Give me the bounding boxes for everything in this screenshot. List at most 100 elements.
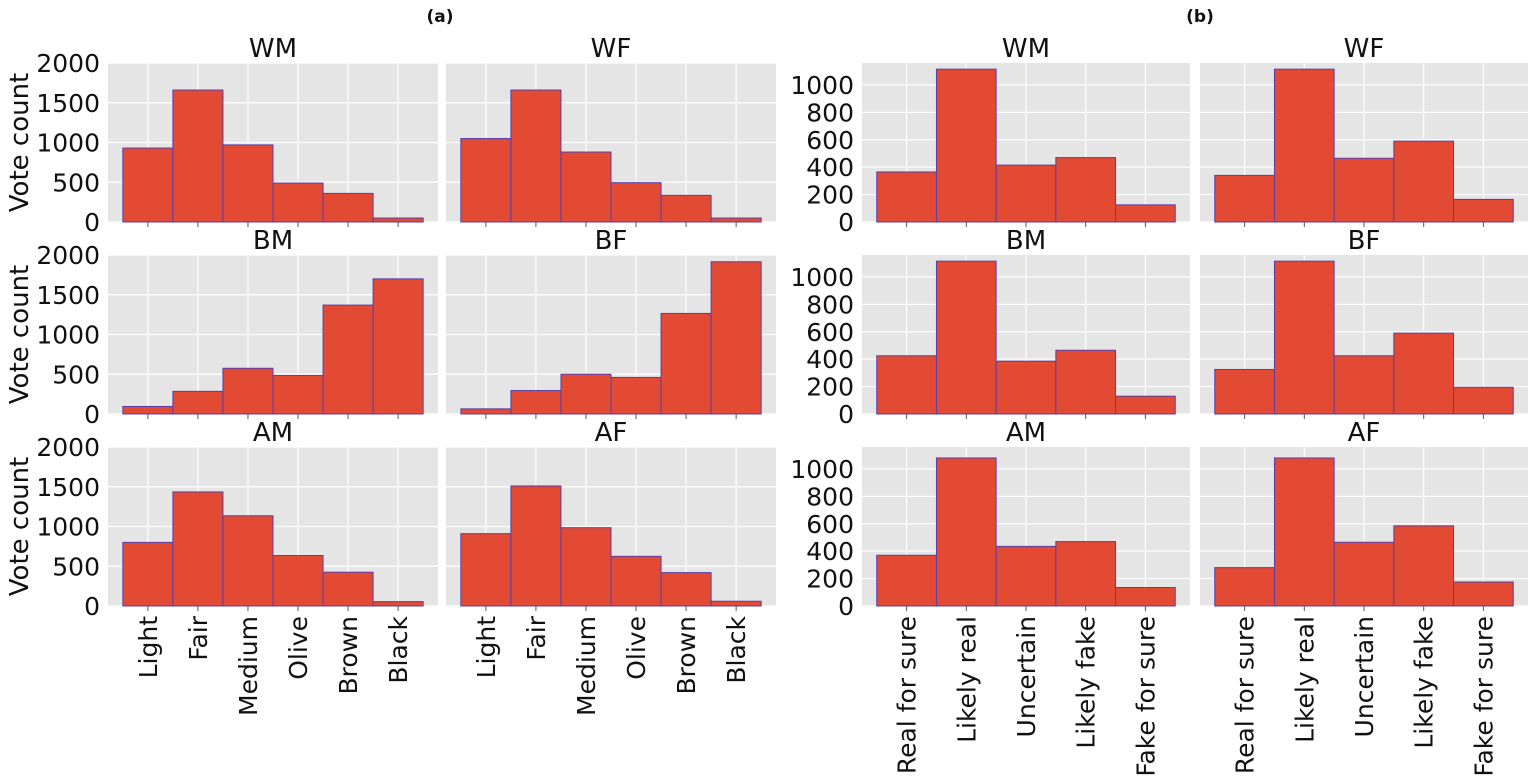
bar-likely-real [935,68,997,223]
panel-b-wf-title: WF [1344,34,1385,64]
bar-light [460,138,512,223]
y-tick-label: 400 [806,345,854,374]
panel-b-af-title: AF [1348,418,1381,448]
bar-brown [660,572,712,607]
bar-fair [172,491,224,607]
x-tick-label-black: Black [384,615,413,683]
x-tick-label-light: Light [472,616,501,679]
x-tick-label-olive: Olive [284,616,313,680]
bar-real-for-sure [1214,567,1275,607]
bar-fake-for-sure [1115,586,1176,607]
bar-black [710,600,762,607]
bar-fair [172,390,224,415]
y-tick-label: 200 [806,181,854,210]
y-tick-label: 0 [838,400,854,429]
bar-medium [222,515,274,607]
panel-a-wf: WF [446,34,776,227]
y-tick-label: 400 [806,537,854,566]
y-tick-label: 600 [806,510,854,539]
panel-a-bf-title: BF [595,226,628,256]
y-tick-label: 0 [84,400,100,429]
bar-fake-for-sure [1115,395,1176,415]
y-tick-label: 0 [838,208,854,237]
x-tick-label-fake-for-sure: Fake for sure [1131,616,1160,777]
bar-real-for-sure [1214,174,1275,223]
panel-a-wm-ylabel: Vote count [5,73,35,212]
bar-medium [560,527,612,607]
y-tick-label: 1500 [36,89,100,118]
bar-likely-fake [1055,541,1117,607]
bar-light [122,405,174,415]
bar-likely-fake [1393,332,1455,415]
y-tick-label: 0 [84,208,100,237]
y-tick-label: 1000 [36,321,100,350]
bar-olive [610,182,662,223]
y-tick-label: 800 [806,98,854,127]
x-tick-label-fair: Fair [184,615,213,660]
panel-a-bm-title: BM [253,226,293,256]
bar-black [710,217,762,223]
y-tick-label: 2000 [36,49,100,78]
y-tick-label: 0 [838,592,854,621]
y-tick-label: 400 [806,153,854,182]
panel-a-wm-title: WM [249,34,297,64]
bar-black [372,278,424,415]
bar-likely-real [935,457,997,607]
group-label-b: (b) [1186,7,1214,27]
bar-black [372,217,424,223]
bar-fair [510,485,562,607]
x-tick-label-likely-real: Likely real [952,616,981,743]
y-tick-label: 1000 [790,71,854,100]
x-tick-label-fair: Fair [522,615,551,660]
bar-likely-fake [1393,525,1455,607]
x-tick-label-olive: Olive [622,616,651,680]
y-tick-label: 500 [52,360,100,389]
y-tick-label: 1000 [36,513,100,542]
panel-b-bm-title: BM [1006,226,1046,256]
y-tick-label: 200 [806,565,854,594]
x-tick-label-medium: Medium [234,616,263,716]
group-label-a: (a) [426,7,453,27]
bar-real-for-sure [1214,368,1275,415]
y-tick-label: 800 [806,482,854,511]
bar-fair [510,89,562,223]
x-tick-label-likely-fake: Likely fake [1072,616,1101,749]
x-tick-label-light: Light [134,616,163,679]
x-tick-label-black: Black [722,615,751,683]
bar-likely-fake [1393,140,1455,223]
bar-olive [610,376,662,415]
panel-a-af-title: AF [595,418,628,448]
panel-b-wf: WF [1200,34,1528,227]
bar-olive [272,374,324,415]
panel-b-wm-title: WM [1002,34,1050,64]
bar-olive [610,555,662,607]
x-tick-label-medium: Medium [572,616,601,716]
panel-b-am-title: AM [1006,418,1046,448]
bar-fake-for-sure [1115,204,1176,223]
bar-uncertain [1333,157,1395,223]
y-tick-label: 1000 [790,263,854,292]
bar-medium [222,367,274,415]
bar-brown [660,312,712,415]
bar-brown [322,304,374,415]
bar-uncertain [995,545,1057,607]
bar-medium [560,373,612,415]
bar-real-for-sure [876,355,937,415]
x-tick-label-real-for-sure: Real for sure [1231,616,1260,774]
panel-a-af: AF Light Fair Medium Olive Brown Black [446,418,776,716]
panel-b-af: AF Real for sure Likely real Uncertain Likel… [1200,418,1528,777]
x-tick-label-uncertain: Uncertain [1350,616,1379,737]
x-tick-label-real-for-sure: Real for sure [893,616,922,774]
panel-a-bf: BF [446,226,776,419]
panel-a-am-title: AM [253,418,293,448]
panel-a-bm-ylabel: Vote count [5,265,35,404]
bar-black [710,261,762,415]
y-tick-label: 0 [84,592,100,621]
bar-likely-real [1273,457,1335,607]
bar-olive [272,182,324,223]
x-tick-label-fake-for-sure: Fake for sure [1469,616,1498,777]
